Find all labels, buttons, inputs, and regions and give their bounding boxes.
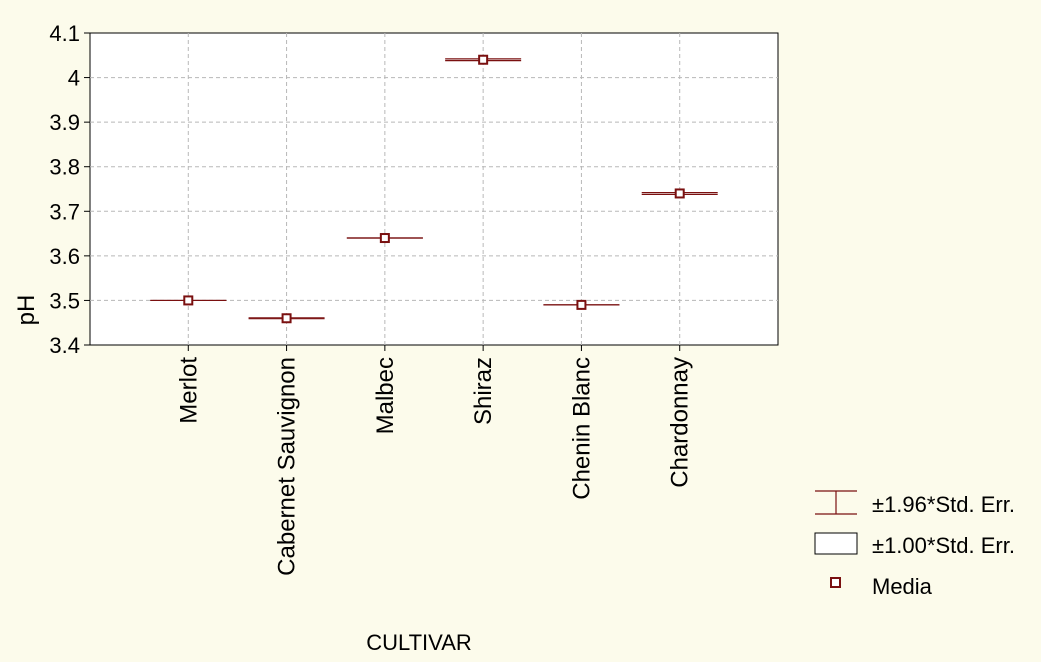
mean-marker [674, 188, 685, 199]
legend-item-media: Media [830, 574, 933, 599]
mean-marker [576, 299, 587, 310]
legend-label-whisker: ±1.96*Std. Err. [872, 492, 1015, 517]
x-axis-ticks: Merlot Cabernet Sauvignon Malbec Shiraz Chen… [175, 345, 694, 576]
mean-marker [281, 313, 292, 324]
data-marks [150, 54, 718, 324]
y-tick-label: 4.1 [49, 21, 80, 46]
mean-marker [183, 295, 194, 306]
y-tick-label: 3.5 [49, 288, 80, 313]
data-point-group [248, 313, 325, 324]
legend-label-box: ±1.00*Std. Err. [872, 533, 1015, 558]
y-tick-label: 3.9 [49, 110, 80, 135]
mean-marker [478, 54, 489, 65]
legend-label-media: Media [872, 574, 933, 599]
data-point-group [150, 295, 227, 306]
y-tick-label: 3.6 [49, 244, 80, 269]
plot-area [89, 32, 779, 346]
data-point-group [543, 299, 620, 310]
legend: ±1.96*Std. Err. ±1.00*Std. Err. Media [814, 490, 1015, 599]
y-tick-label: 4 [68, 66, 80, 91]
legend-item-box: ±1.00*Std. Err. [814, 532, 1015, 558]
y-tick-label: 3.4 [49, 333, 80, 358]
mean-marker [379, 233, 390, 244]
x-tick-label: Cabernet Sauvignon [274, 357, 301, 576]
data-point-group [641, 188, 718, 199]
x-tick-label: Chardonnay [667, 357, 694, 488]
data-point-group [445, 54, 522, 65]
x-tick-label: Merlot [175, 357, 202, 424]
y-axis-ticks: 3.4 3.5 3.6 3.7 3.8 3.9 4 4.1 [49, 21, 90, 358]
y-tick-label: 3.7 [49, 199, 80, 224]
x-tick-label: Malbec [372, 357, 399, 434]
legend-media-marker [830, 577, 841, 588]
y-tick-label: 3.8 [49, 155, 80, 180]
data-point-group [346, 233, 423, 244]
x-axis-label: CULTIVAR [366, 630, 472, 655]
y-axis-label: pH [13, 295, 40, 326]
x-tick-label: Chenin Blanc [568, 357, 595, 500]
x-tick-label: Shiraz [470, 357, 497, 425]
legend-item-whisker: ±1.96*Std. Err. [815, 490, 1015, 517]
legend-box-symbol [814, 532, 858, 555]
